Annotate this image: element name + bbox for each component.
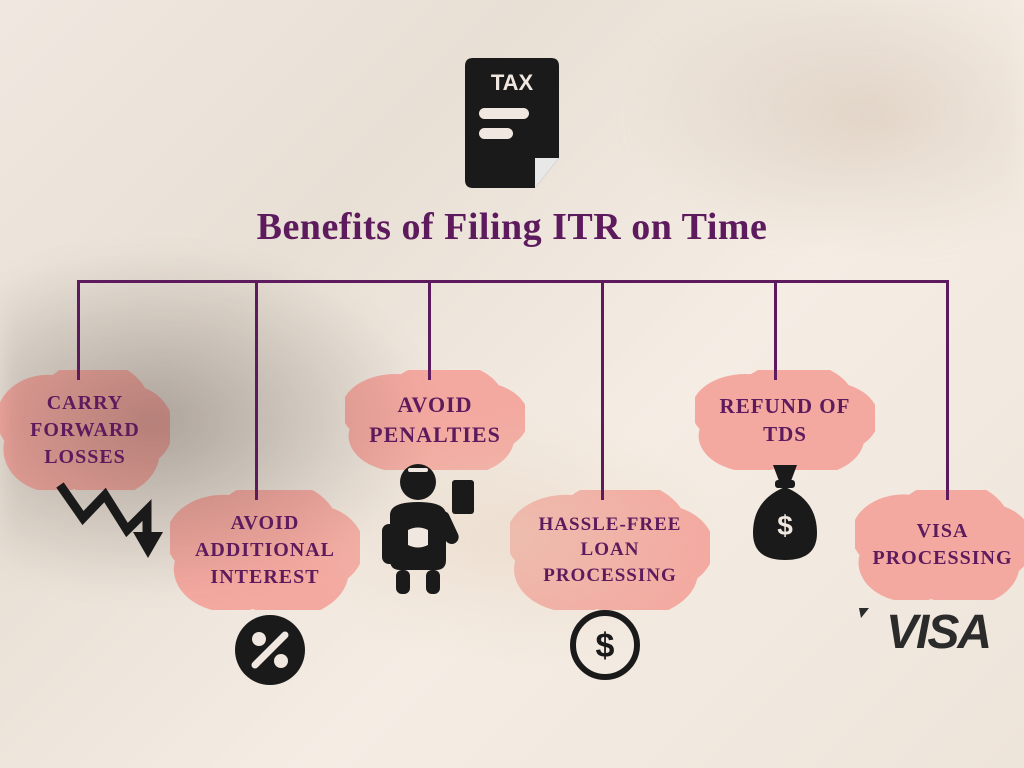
dollar-circle-icon: $ [570, 610, 640, 680]
infographic-content: TAX Benefits of Filing ITR on Time [0, 0, 1024, 768]
page-title: Benefits of Filing ITR on Time [0, 205, 1024, 249]
bubble-loan-processing: HASSLE-FREELOANPROCESSING [510, 490, 710, 610]
person-card-icon [370, 460, 480, 595]
bubble-label: AVOIDPENALTIES [369, 390, 501, 449]
svg-text:$: $ [777, 510, 793, 541]
tree-vertical-5 [946, 280, 949, 500]
bubble-carry-forward: CARRYFORWARDLOSSES [0, 370, 170, 490]
bubble-visa: VISAPROCESSING [855, 490, 1024, 600]
bubble-label: REFUND OFTDS [720, 392, 851, 449]
tree-vertical-2 [428, 280, 431, 380]
bubble-avoid-penalties: AVOIDPENALTIES [345, 370, 525, 470]
tree-connectors [45, 280, 979, 330]
tree-vertical-3 [601, 280, 604, 500]
bubble-label: CARRYFORWARDLOSSES [30, 390, 140, 471]
visa-logo-icon: VISA [855, 600, 1024, 660]
bubble-label: AVOIDADDITIONALINTEREST [195, 510, 335, 591]
bubble-label: HASSLE-FREELOANPROCESSING [539, 512, 682, 589]
money-bag-icon: $ [745, 465, 825, 560]
tree-horizontal [77, 280, 947, 283]
tree-vertical-4 [774, 280, 777, 380]
percent-circle-icon [235, 615, 305, 685]
tax-doc-icon: TAX [457, 58, 567, 193]
tree-vertical-0 [77, 280, 80, 380]
svg-text:VISA: VISA [886, 606, 990, 659]
bubble-avoid-interest: AVOIDADDITIONALINTEREST [170, 490, 360, 610]
bubble-label: VISAPROCESSING [872, 518, 1012, 572]
tax-label: TAX [491, 70, 534, 95]
svg-text:$: $ [596, 627, 615, 665]
down-zigzag-arrow-icon [55, 480, 165, 560]
bubble-refund-tds: REFUND OFTDS [695, 370, 875, 470]
tree-vertical-1 [255, 280, 258, 500]
